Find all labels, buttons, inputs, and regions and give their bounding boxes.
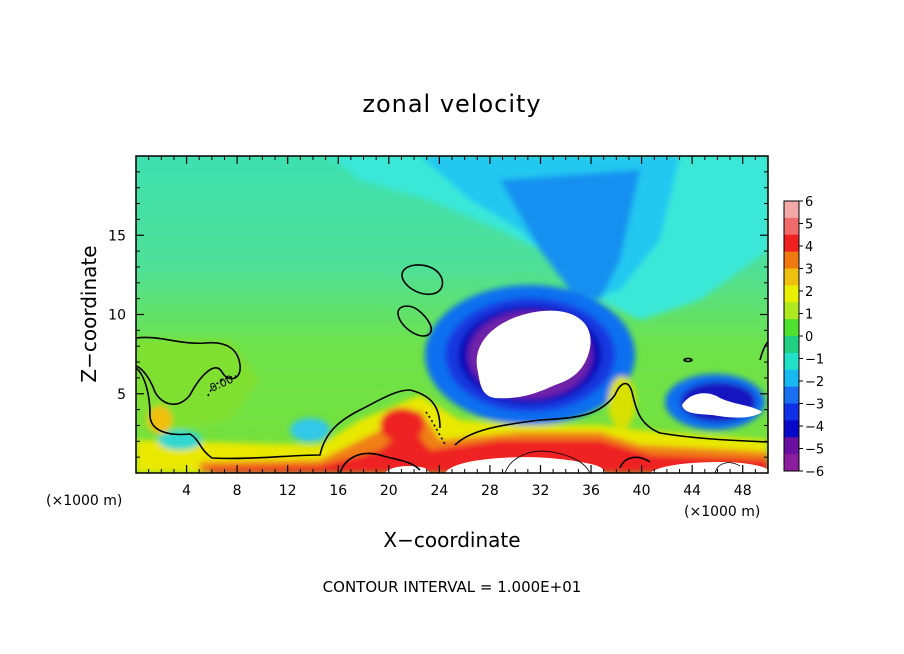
x-axis-label: X−coordinate <box>383 528 520 552</box>
x-tick-label: 8 <box>233 483 242 499</box>
x-tick-label: 16 <box>329 483 347 499</box>
contour-labels-dots-mid <box>425 411 447 447</box>
field-green-left <box>136 340 260 430</box>
field-lower-band-red <box>210 425 768 473</box>
colorbar-swatch <box>784 234 799 253</box>
colorbar-swatch <box>784 285 799 303</box>
colorbar-swatch <box>784 403 799 421</box>
colorbar-swatch <box>784 386 799 404</box>
colorbar-swatch <box>784 251 799 269</box>
x-unit-label-left: (×1000 m) <box>46 493 122 509</box>
colorbar-swatch <box>784 420 799 438</box>
x-tick-label: 36 <box>582 483 600 499</box>
contour-bottom-right <box>619 456 651 469</box>
thin-contour-right-core <box>714 462 741 473</box>
colorbar-label: 3 <box>805 263 813 278</box>
y-axis: 5 10 15 <box>108 171 768 458</box>
x-tick-label: 28 <box>481 483 499 499</box>
contours <box>136 264 768 473</box>
colorbar-swatch <box>784 268 799 286</box>
y-tick-label: 10 <box>108 308 126 324</box>
colorbar-label: 6 <box>805 195 813 210</box>
colorbar-swatch <box>784 201 799 219</box>
x-axis: 4 8 12 16 20 24 28 32 36 40 44 48 <box>148 156 756 499</box>
x-tick-label: 24 <box>430 483 448 499</box>
chart-title: zonal velocity <box>362 90 541 118</box>
colorbar-swatch <box>784 369 799 388</box>
colorbar-swatch <box>784 454 799 472</box>
blob-orange-38 <box>608 376 636 428</box>
x-unit-label-right: (×1000 m) <box>684 504 760 520</box>
colorbar-label: 5 <box>805 218 813 233</box>
blob-red-20 <box>380 408 424 442</box>
colorbar-swatch <box>784 319 799 337</box>
x-tick-label: 32 <box>532 483 550 499</box>
colorbar-swatch <box>784 217 799 236</box>
contour-interval-note: CONTOUR INTERVAL = 1.000E+01 <box>323 578 582 596</box>
x-tick-label: 20 <box>380 483 398 499</box>
thin-contour-white-core <box>504 450 591 473</box>
colorbar-label: −1 <box>805 353 824 368</box>
colorbar-label: 2 <box>805 285 813 300</box>
colorbar-label: −5 <box>805 443 824 458</box>
colorbar-swatch <box>784 437 799 455</box>
contour-vortex-edge <box>454 382 768 446</box>
contour-lower-mid <box>339 452 421 473</box>
contour-left-lobe <box>136 336 241 405</box>
colorbar-label: −4 <box>805 420 824 435</box>
x-tick-label: 12 <box>279 483 297 499</box>
contour-upper-island <box>401 264 444 295</box>
white-core-lower-left <box>385 465 430 473</box>
y-tick-label: 15 <box>108 228 126 244</box>
colorbar-swatch <box>784 336 799 354</box>
x-tick-label: 48 <box>734 483 752 499</box>
colorbar-label: 0 <box>805 330 813 345</box>
colorbar-label: −2 <box>805 375 824 390</box>
x-tick-label: 44 <box>683 483 701 499</box>
x-tick-label: 4 <box>182 483 191 499</box>
white-core-right <box>682 393 762 418</box>
blob-green-10 <box>290 418 330 442</box>
colorbar-label: 4 <box>805 240 813 255</box>
contour-left-lower <box>136 367 441 460</box>
colorbar-label: 1 <box>805 308 813 323</box>
colorbar-swatch <box>784 302 799 320</box>
plot-area <box>136 156 768 473</box>
colorbar-label: −6 <box>805 465 824 480</box>
contour-dot-right <box>683 357 693 363</box>
colorbar: 6 5 4 3 2 1 0 −1 −2 −3 −4 −5 −6 <box>783 195 824 480</box>
white-core-vortex <box>476 310 591 399</box>
x-tick-label: 40 <box>633 483 651 499</box>
colorbar-swatch <box>784 352 799 371</box>
thin-contours <box>504 450 741 473</box>
colorbar-label: −3 <box>805 398 824 413</box>
y-tick-label: 5 <box>117 387 126 403</box>
y-axis-label: Z−coordinate <box>77 245 101 382</box>
white-core-lower <box>445 457 605 473</box>
field-blue-column <box>500 170 640 300</box>
contour-mid-island <box>397 305 433 337</box>
